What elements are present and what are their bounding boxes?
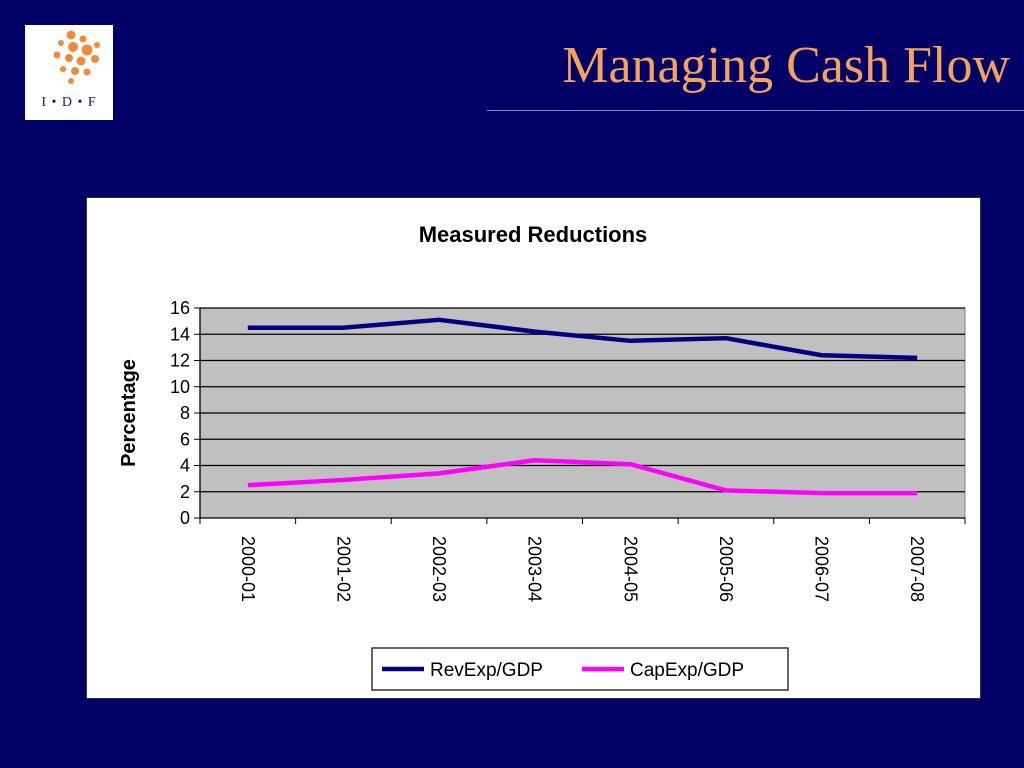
y-tick-label: 10 — [170, 377, 190, 397]
line-chart: Measured Reductions 0 2 4 6 8 10 12 14 16 2000-01 2… — [118, 222, 966, 691]
x-tick-label: 2001-02 — [333, 536, 353, 602]
title-divider — [487, 110, 1024, 111]
logo-dots-icon — [53, 30, 100, 84]
series-line-1 — [247, 317, 918, 361]
idf-logo: I • D • F — [25, 25, 113, 120]
x-tick-label: 2000-01 — [238, 536, 258, 602]
y-tick-label: 6 — [180, 429, 190, 449]
y-axis-label: Percentage — [118, 359, 140, 467]
slide-title: Managing Cash Flow — [562, 37, 1010, 94]
y-tick-label: 0 — [180, 508, 190, 528]
legend-label-1: RevExp/GDP — [430, 660, 543, 681]
y-tick-label: 14 — [170, 324, 190, 344]
y-tick-label: 12 — [170, 351, 190, 371]
legend-box — [371, 647, 789, 691]
x-tick-label: 2006-07 — [812, 536, 832, 602]
x-tick-label: 2005-06 — [716, 536, 736, 602]
x-tick-label: 2007-08 — [907, 536, 927, 602]
y-tick-label: 8 — [180, 403, 190, 423]
y-tick-label: 16 — [170, 298, 190, 318]
x-tick-label: 2003-04 — [525, 536, 545, 602]
y-tick-label: 2 — [180, 482, 190, 502]
y-tick-label: 4 — [180, 456, 190, 476]
x-tick-label: 2004-05 — [620, 536, 640, 602]
chart-title: Measured Reductions — [419, 222, 648, 247]
x-tick-label: 2002-03 — [429, 536, 449, 602]
legend-label-2: CapExp/GDP — [630, 660, 744, 681]
series-line-2 — [247, 458, 918, 496]
chart-panel: Measured Reductions 0 2 4 6 8 10 12 14 16 2000-01 2… — [86, 197, 981, 699]
logo-text: I • D • F — [41, 95, 97, 110]
